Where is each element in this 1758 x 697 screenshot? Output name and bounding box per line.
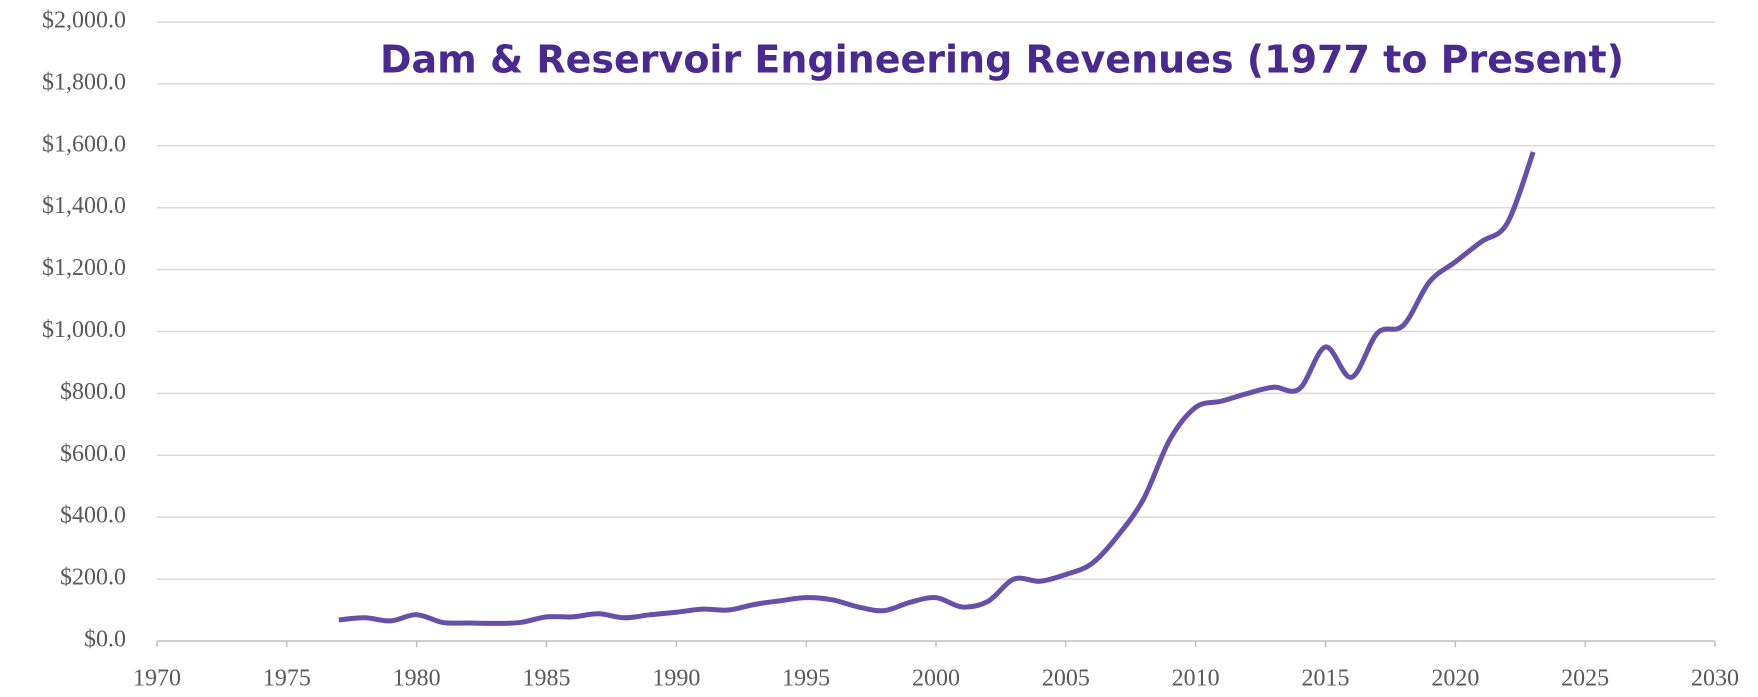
x-tick-label: 1990	[652, 666, 700, 692]
x-tick-label: 1980	[393, 666, 441, 692]
x-tick-label: 1970	[133, 666, 181, 692]
y-tick-label: $1,800.0	[42, 69, 126, 95]
x-tick-label: 1995	[782, 666, 830, 692]
y-tick-label: $600.0	[60, 441, 126, 467]
x-tick-label: 1985	[523, 666, 571, 692]
chart-title: Dam & Reservoir Engineering Revenues (19…	[380, 38, 1624, 82]
y-tick-label: $1,000.0	[42, 317, 126, 343]
y-tick-label: $1,200.0	[42, 255, 126, 281]
y-tick-label: $200.0	[60, 565, 126, 591]
x-tick-label: 2015	[1302, 666, 1350, 692]
y-tick-label: $2,000.0	[42, 8, 126, 34]
x-tick-label: 2005	[1042, 666, 1090, 692]
x-tick-label: 2030	[1691, 666, 1739, 692]
y-tick-label: $1,600.0	[42, 131, 126, 157]
line	[338, 151, 1536, 626]
x-tick-label: 2000	[912, 666, 960, 692]
y-tick-label: $1,400.0	[42, 193, 126, 219]
y-tick-label: $400.0	[60, 503, 126, 529]
x-tick-label: 2020	[1431, 666, 1479, 692]
x-tick-label: 1975	[263, 666, 311, 692]
y-tick-label: $800.0	[60, 379, 126, 405]
x-tick-label: 2025	[1561, 666, 1609, 692]
y-tick-label: $0.0	[84, 627, 126, 653]
x-tick-label: 2010	[1172, 666, 1220, 692]
